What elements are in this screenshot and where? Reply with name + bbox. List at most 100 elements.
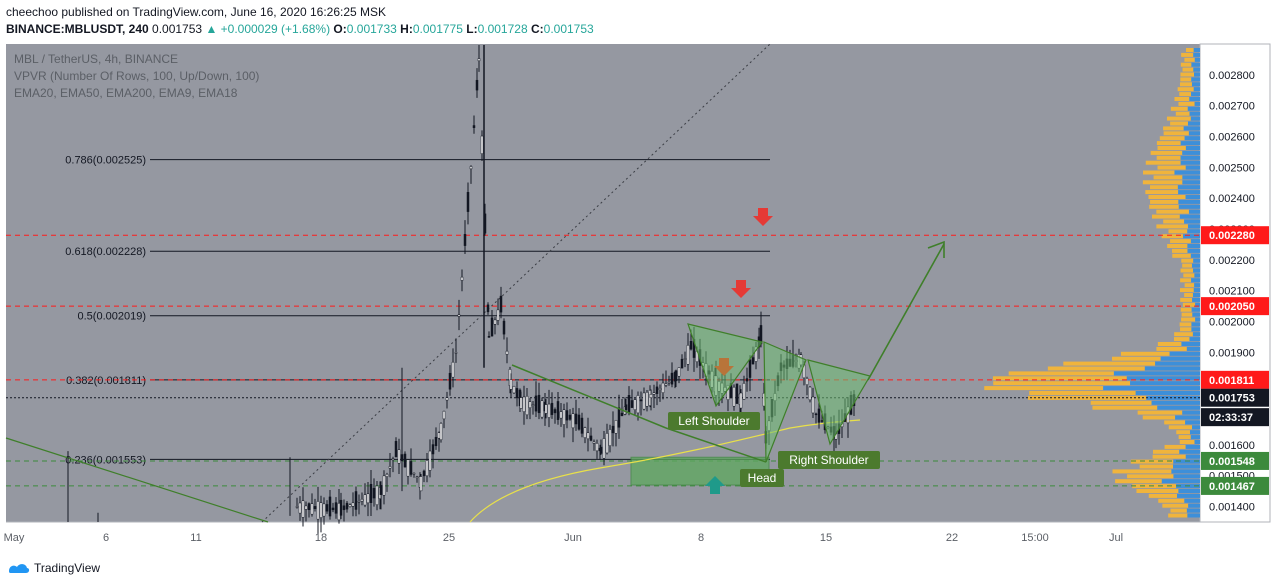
legend-symbol[interactable]: MBL / TetherUS, 4h, BINANCE	[14, 52, 179, 66]
volume-bar-up	[1185, 146, 1200, 150]
candle-body	[403, 453, 407, 468]
right-shoulder-shape	[807, 359, 871, 446]
price-tag-label: 0.001548	[1209, 456, 1255, 468]
y-tick-label: 0.001400	[1209, 502, 1255, 514]
price-tag-box	[1201, 226, 1269, 245]
volume-bar-up	[1187, 244, 1200, 248]
candle-body	[316, 501, 320, 520]
volume-bar-up	[1179, 449, 1200, 454]
volume-bar-down	[1127, 474, 1174, 479]
legend-ema[interactable]: EMA20, EMA50, EMA200, EMA9, EMA18	[14, 86, 238, 100]
volume-bar-down	[1176, 430, 1190, 435]
volume-bar-down	[1112, 356, 1161, 361]
volume-bar-down	[1174, 97, 1190, 101]
candle-body	[562, 409, 566, 425]
candle-body	[655, 386, 659, 394]
volume-bar-down	[1143, 170, 1175, 175]
volume-bar-down	[1170, 508, 1187, 513]
volume-bar-up	[1161, 479, 1200, 484]
indicator-legend: MBL / TetherUS, 4h, BINANCE VPVR (Number…	[14, 51, 259, 102]
candle-body	[499, 295, 503, 313]
close-value: 0.001753	[543, 22, 594, 36]
fib-level-label: 0.618(0.002228)	[65, 246, 146, 258]
volume-bar-down	[1156, 155, 1181, 160]
candle-body	[611, 425, 615, 434]
x-tick-label: 25	[443, 532, 455, 544]
candle-body	[639, 399, 643, 402]
volume-bar-down	[1180, 327, 1192, 332]
candle-body	[301, 500, 305, 518]
candle-body	[480, 135, 484, 154]
candle-body	[664, 383, 668, 386]
price-change: ▲ +0.000029 (+1.68%)	[205, 22, 331, 36]
volume-bar-down	[1156, 224, 1188, 229]
candle-body	[814, 413, 818, 416]
low-value: 0.001728	[477, 22, 528, 36]
candle-body	[528, 401, 532, 409]
volume-bar-down	[1181, 317, 1196, 322]
legend-vpvr[interactable]: VPVR (Number Of Rows, 100, Up/Down, 100)	[14, 69, 260, 83]
candle-body	[689, 341, 693, 350]
volume-bar-up	[1171, 469, 1200, 474]
candle-body	[586, 432, 590, 440]
candle-body	[732, 386, 736, 407]
candle-body	[448, 372, 452, 390]
volume-bar-down	[1168, 229, 1188, 234]
volume-bar-up	[1189, 337, 1200, 342]
candle-body	[322, 503, 326, 517]
volume-bar-up	[1189, 97, 1200, 101]
volume-bar-down	[1164, 444, 1186, 449]
price-tag-label: 0.001467	[1209, 481, 1255, 493]
candle-body	[568, 414, 572, 420]
candle-body	[652, 392, 656, 395]
volume-bar-down	[1180, 72, 1195, 77]
volume-bar-down	[1158, 498, 1185, 503]
candle-body	[345, 502, 349, 510]
candle-body	[667, 381, 671, 384]
candle-body	[342, 505, 346, 511]
candle-body	[550, 402, 554, 415]
volume-bar-up	[1191, 307, 1200, 312]
volume-bar-down	[1163, 126, 1184, 131]
volume-bar-up	[1184, 219, 1200, 224]
volume-bar-down	[1145, 160, 1181, 165]
chart-header: cheechoo published on TradingView.com, J…	[6, 4, 594, 38]
volume-bar-up	[1178, 199, 1200, 204]
price-tag-label: 0.002050	[1209, 301, 1255, 313]
volume-bar-up	[1173, 464, 1200, 469]
volume-bar-up	[1177, 493, 1200, 498]
candle-body	[319, 502, 323, 518]
volume-bar-up	[1193, 52, 1200, 57]
volume-bar-down	[1172, 253, 1191, 258]
price-axis	[1199, 43, 1271, 523]
volume-bar-up	[1144, 366, 1200, 371]
candle-body	[627, 395, 631, 414]
volume-bar-down	[1157, 165, 1186, 170]
candle-body	[686, 344, 690, 365]
y-tick-label: 0.002700	[1209, 101, 1255, 113]
candle-body	[493, 319, 497, 325]
volume-bar-up	[1181, 342, 1200, 346]
volume-bar-down	[1063, 361, 1156, 366]
candle-body	[385, 474, 389, 477]
candle-body	[363, 494, 367, 506]
symbol-line: BINANCE:MBLUSDT, 240 0.001753 ▲ +0.00002…	[6, 21, 594, 38]
volume-bar-up	[1185, 165, 1200, 170]
volume-bar-down	[1167, 244, 1188, 248]
y-tick-label: 0.002800	[1209, 70, 1255, 82]
volume-bar-up	[1193, 288, 1200, 293]
candle-body	[559, 411, 563, 419]
volume-bar-up	[1191, 77, 1200, 82]
volume-bar-down	[1145, 190, 1179, 195]
candle-body	[486, 304, 490, 313]
candle-body	[577, 414, 581, 430]
candle-body	[658, 388, 662, 391]
volume-bar-down	[1136, 489, 1179, 493]
candle-body	[382, 475, 386, 496]
volume-bar-down	[1179, 92, 1192, 97]
close-label: C:	[530, 22, 544, 36]
candle-body	[369, 483, 373, 503]
volume-bar-down	[1142, 415, 1176, 420]
volume-bar-up	[1187, 248, 1200, 253]
